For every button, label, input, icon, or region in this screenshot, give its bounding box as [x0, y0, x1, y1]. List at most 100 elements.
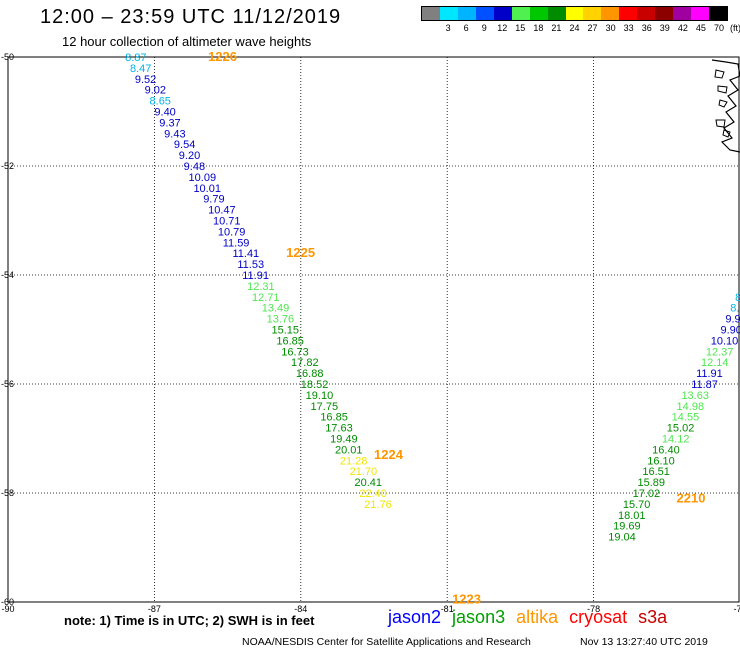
lon-tick-label: -75 — [733, 604, 740, 614]
legend-unit: (ft) — [730, 23, 740, 33]
pass-time-label: 2210 — [677, 490, 706, 505]
legend-label: 33 — [623, 23, 634, 33]
wave-height-value: 10.47 — [208, 205, 236, 217]
wave-height-value: 11.53 — [237, 259, 264, 271]
wave-height-value: 9.54 — [174, 139, 195, 151]
legend-swatch — [637, 7, 656, 20]
wave-height-value: 19.04 — [608, 532, 636, 544]
wave-height-value: 16.51 — [642, 466, 670, 478]
wave-height-value: 9.90 — [720, 325, 740, 337]
legend-label: 15 — [515, 23, 526, 33]
wave-height-value: 16.85 — [276, 335, 304, 347]
legend-swatch — [422, 7, 440, 20]
wave-height-value: 21.70 — [350, 466, 378, 478]
lat-tick-label: -52 — [1, 161, 14, 171]
wave-height-value: 11.91 — [242, 270, 269, 282]
page-title: 12:00 – 23:59 UTC 11/12/2019 — [40, 6, 342, 28]
legend-label: 21 — [551, 23, 562, 33]
wave-height-value: 12.31 — [247, 281, 275, 293]
wave-height-value: 19.49 — [330, 434, 358, 446]
wave-height-value: 12.71 — [252, 292, 280, 304]
legend-swatch — [709, 7, 727, 20]
wave-height-value: 13.63 — [681, 390, 709, 402]
wave-height-value: 17.82 — [291, 357, 319, 369]
wave-height-value: 14.12 — [662, 434, 690, 446]
wave-height-value: 10.79 — [218, 226, 246, 238]
wave-height-value: 15.70 — [623, 499, 651, 511]
legend-swatch — [601, 7, 620, 20]
wave-height-value: 9.79 — [203, 194, 224, 206]
wave-height-value: 17.75 — [311, 401, 339, 413]
wave-height-value: 10.10 — [711, 335, 739, 347]
legend-label: 42 — [677, 23, 688, 33]
wave-height-value: 15.15 — [272, 325, 300, 337]
wave-height-value: 9.48 — [184, 161, 205, 173]
wave-height-value: 11.87 — [691, 379, 718, 391]
wave-height-value: 8.65 — [150, 96, 171, 108]
satellite-label: jason2 — [388, 607, 442, 627]
lat-tick-label: -60 — [1, 597, 14, 607]
legend-swatch — [457, 7, 476, 20]
legend-label: 12 — [497, 23, 508, 33]
wave-height-value: 16.88 — [296, 368, 324, 380]
wave-height-value: 13.49 — [262, 303, 290, 315]
lat-tick-label: -58 — [1, 488, 14, 498]
lon-tick-label: -90 — [1, 604, 14, 614]
wave-height-value: 9.20 — [179, 150, 200, 162]
wave-height-value: 14.55 — [672, 412, 700, 424]
wave-height-value: 9.37 — [159, 117, 180, 129]
wave-height-value: 10.71 — [213, 216, 241, 228]
wave-height-value: 20.01 — [335, 444, 363, 456]
wave-height-value: 21.28 — [340, 455, 368, 467]
wave-height-value: 8.87 — [125, 52, 146, 64]
legend-label: 30 — [605, 23, 616, 33]
wave-height-value: 20.41 — [354, 477, 382, 489]
lat-tick-label: -54 — [1, 270, 14, 280]
wave-height-value: 13.76 — [267, 314, 295, 326]
legend-swatch — [439, 7, 458, 20]
legend-label: 45 — [695, 23, 706, 33]
lon-tick-label: -78 — [587, 604, 600, 614]
wave-height-value: 11.41 — [232, 248, 259, 260]
color-legend: 3 6 9 12 15 18 21 24 27 30 33 36 39 42 45 70 (ft) — [421, 6, 740, 34]
legend-label: 70 — [713, 23, 724, 33]
wave-height-value: 14.98 — [677, 401, 705, 413]
wave-height-value: 12.37 — [706, 346, 734, 358]
lat-tick-label: -50 — [1, 52, 14, 62]
wave-height-value: 16.40 — [652, 444, 680, 456]
legend-swatch — [565, 7, 584, 20]
satellite-legend: jason2 jason3 altika cryosat s3a — [388, 607, 667, 628]
wave-height-value: 15.89 — [638, 477, 666, 489]
legend-swatch — [655, 7, 674, 20]
lat-tick-label: -56 — [1, 379, 14, 389]
note-text: note: 1) Time is in UTC; 2) SWH is in fe… — [64, 613, 315, 628]
satellite-label: s3a — [638, 607, 668, 627]
wave-height-value: 11.59 — [223, 237, 250, 249]
legend-swatch — [475, 7, 494, 20]
wave-height-value: 15.02 — [667, 423, 695, 435]
wave-height-value: 10.09 — [189, 172, 217, 184]
wave-height-value: 17.02 — [633, 488, 661, 500]
wave-height-value: 9.02 — [145, 85, 166, 97]
legend-swatch — [673, 7, 692, 20]
legend-label: 36 — [641, 23, 652, 33]
satellite-label: cryosat — [569, 607, 628, 627]
pass-time-label: 1226 — [208, 49, 237, 64]
timestamp-text: Nov 13 13:27:40 UTC 2019 — [580, 636, 708, 648]
credit-text: NOAA/NESDIS Center for Satellite Applica… — [242, 636, 531, 648]
pass-time-label: 1224 — [374, 447, 404, 462]
legend-swatch — [511, 7, 530, 20]
wave-height-value: 8.53 — [730, 303, 740, 315]
wave-height-value: 8.5 — [735, 292, 740, 304]
wave-height-value: 9.43 — [164, 128, 185, 140]
wave-height-value: 16.73 — [281, 346, 309, 358]
legend-label: 9 — [481, 23, 487, 33]
satellite-label: jason3 — [452, 607, 506, 627]
satellite-label: altika — [516, 607, 559, 627]
wave-height-value: 21.76 — [364, 499, 392, 511]
wave-height-value: 19.69 — [613, 521, 641, 533]
legend-swatch — [691, 7, 709, 20]
legend-labels: 3 6 9 12 15 18 21 24 27 30 33 36 39 42 45 70 (ft) — [421, 21, 740, 33]
wave-height-value: 19.10 — [306, 390, 334, 402]
